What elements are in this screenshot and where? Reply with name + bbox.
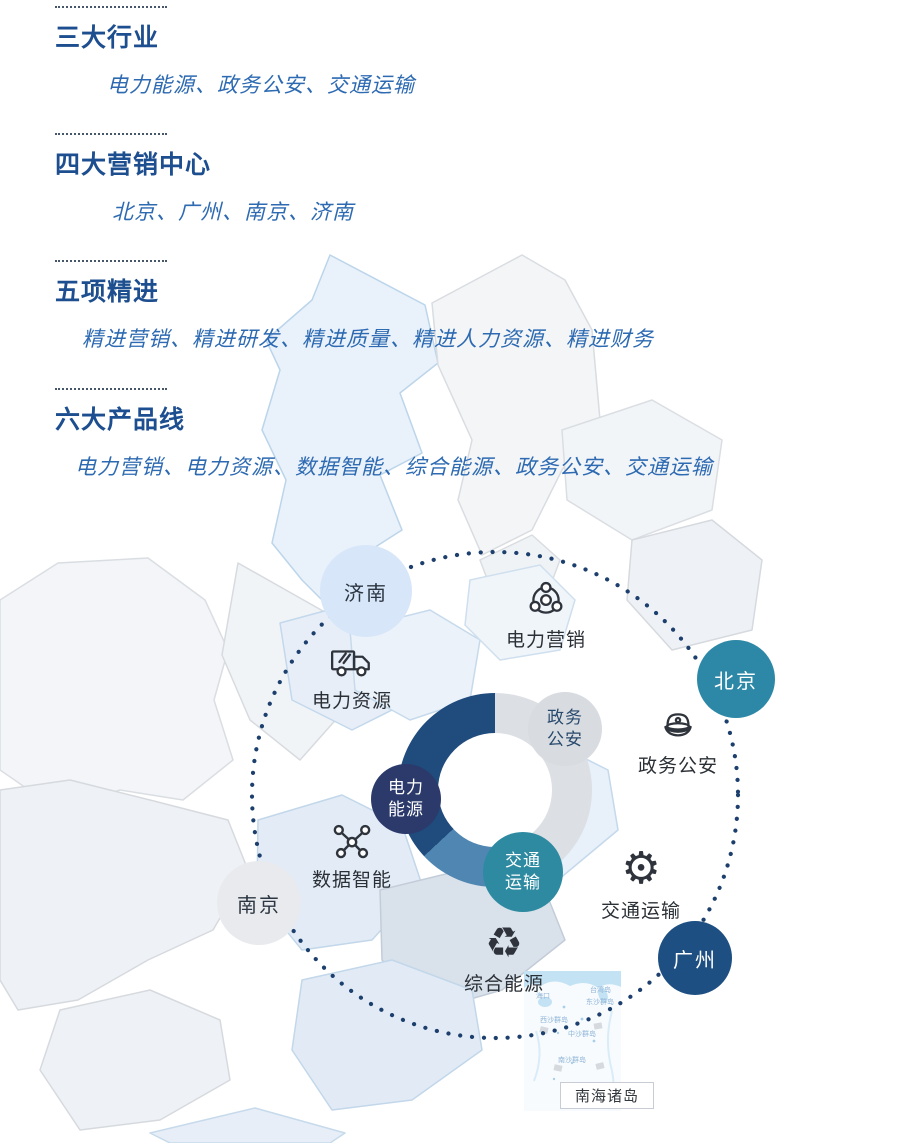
inset-tiny-label: 海口 (536, 992, 550, 1000)
product-node-transport: ⚙ 交通运输 (566, 847, 716, 923)
industry-node-label: 政务 (547, 707, 583, 728)
industry-node-label: 交通 (505, 850, 541, 871)
city-node-nanjing: 南京 (217, 861, 301, 945)
product-label: 电力资源 (311, 690, 392, 712)
inset-tiny-label: 中沙群岛 (568, 1030, 596, 1038)
product-label: 政务公安 (637, 755, 718, 777)
section-items: 电力能源、政务公安、交通运输 (107, 73, 415, 97)
section-three-industries: 三大行业 电力能源、政务公安、交通运输 (0, 6, 780, 99)
inset-label: 南海诸岛 (574, 1087, 639, 1105)
city-label: 北京 (714, 668, 758, 693)
product-node-gov-security: 政务公安 (603, 710, 753, 778)
section-five-improvements: 五项精进 精进营销、精进研发、精进质量、精进人力资源、精进财务 (0, 260, 780, 353)
industry-node-label: 运输 (505, 873, 541, 893)
leader-dots (55, 260, 167, 262)
product-node-power-marketing: 电力营销 (471, 578, 621, 652)
industry-node-label: 能源 (388, 800, 424, 820)
industry-node-label: 公安 (547, 730, 583, 750)
section-six-product-lines: 六大产品线 电力营销、电力资源、数据智能、综合能源、政务公安、交通运输 (0, 388, 780, 481)
inset-map-shapes (524, 971, 621, 1110)
section-title: 四大营销中心 (55, 150, 212, 179)
inset-tiny-label: 南沙群岛 (558, 1056, 586, 1064)
product-node-integrated-energy: ♻ 综合能源 (429, 922, 579, 996)
leader-dots (55, 388, 167, 390)
city-node-beijing: 北京 (697, 640, 775, 718)
industry-node-gov-security: 政务 公安 (528, 692, 602, 766)
city-label: 南京 (237, 892, 281, 917)
police-cap-icon (664, 713, 692, 737)
city-node-jinan: 济南 (320, 545, 412, 637)
product-node-data-intelligence: 数据智能 (277, 822, 427, 892)
product-label: 交通运输 (600, 900, 681, 922)
city-node-guangzhou: 广州 (658, 921, 732, 995)
inset-tiny-label: 东沙群岛 (586, 998, 614, 1006)
industry-node-power-energy: 电力 能源 (371, 764, 441, 834)
share-nodes-icon (529, 581, 563, 614)
industry-node-label: 电力 (388, 777, 424, 798)
product-label: 数据智能 (311, 869, 392, 891)
leader-dots (55, 133, 167, 135)
gear-icon: ⚙ (621, 843, 661, 894)
inset-tiny-label: 西沙群岛 (540, 1016, 568, 1024)
product-label: 电力营销 (505, 629, 586, 651)
city-label: 济南 (344, 580, 388, 605)
section-items: 北京、广州、南京、济南 (112, 200, 354, 224)
leader-dots (55, 6, 167, 8)
industry-node-transport: 交通 运输 (483, 832, 563, 912)
truck-icon (330, 650, 370, 677)
city-label: 广州 (673, 947, 717, 972)
network-icon (333, 824, 371, 859)
inset-label-box: 南海诸岛 (560, 1082, 654, 1109)
section-title: 三大行业 (55, 23, 160, 52)
product-label: 综合能源 (463, 973, 544, 995)
product-node-power-resources: 电力资源 (277, 645, 427, 713)
inset-tiny-label: 台湾岛 (590, 986, 611, 994)
section-four-marketing-centers: 四大营销中心 北京、广州、南京、济南 (0, 133, 780, 226)
section-title: 五项精进 (55, 277, 160, 306)
donut-hole (438, 733, 552, 847)
section-items: 电力营销、电力资源、数据智能、综合能源、政务公安、交通运输 (75, 455, 713, 479)
recycle-icon: ♻ (485, 918, 523, 967)
section-items: 精进营销、精进研发、精进质量、精进人力资源、精进财务 (82, 327, 654, 351)
section-title: 六大产品线 (55, 405, 186, 434)
